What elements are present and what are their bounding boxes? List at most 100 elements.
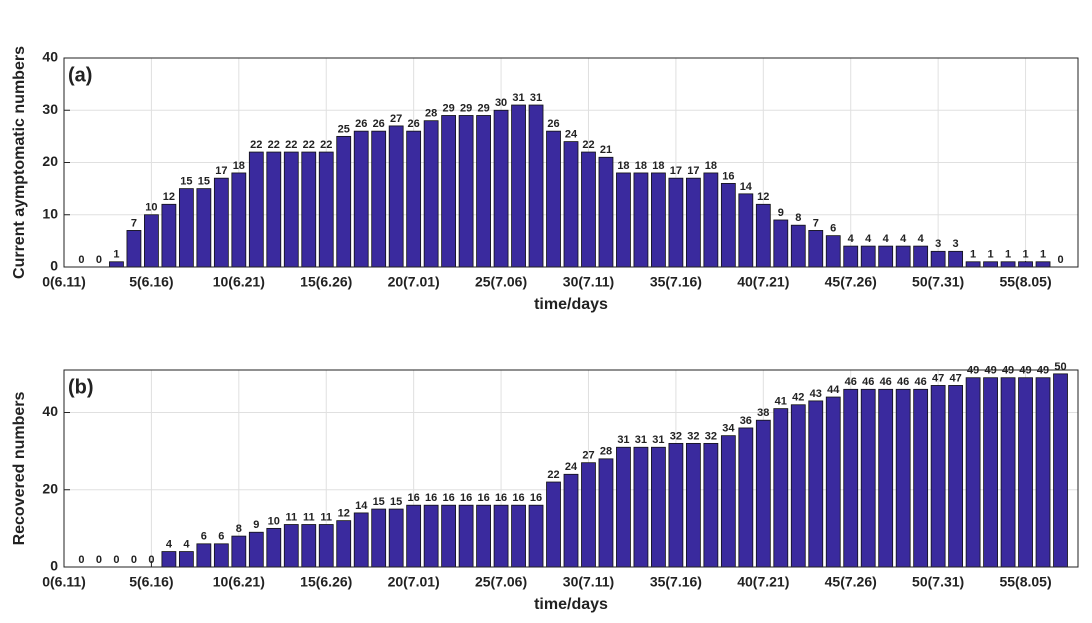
bar	[109, 261, 124, 268]
bar	[965, 377, 981, 568]
bar	[423, 504, 439, 568]
value-label: 27	[390, 113, 402, 125]
y-tick-label: 30	[42, 101, 58, 117]
value-label: 16	[722, 170, 734, 182]
bar	[878, 245, 894, 268]
value-label: 31	[617, 434, 629, 446]
value-label: 8	[795, 212, 801, 224]
bar	[423, 120, 439, 268]
bar	[825, 396, 841, 568]
bar	[703, 442, 719, 568]
value-label: 21	[600, 144, 612, 156]
y-tick-label: 20	[42, 153, 58, 169]
bar	[406, 504, 422, 568]
x-tick-label: 0(6.11)	[42, 574, 86, 590]
bar	[895, 388, 911, 568]
value-label: 0	[96, 254, 102, 266]
bar	[213, 177, 229, 268]
value-label: 1	[113, 249, 119, 261]
bar	[178, 188, 194, 268]
bar	[1018, 377, 1033, 568]
value-label: 1	[1005, 249, 1011, 261]
value-label: 26	[547, 118, 559, 130]
value-label: 15	[198, 176, 210, 188]
value-label: 0	[131, 554, 137, 566]
bar	[843, 245, 859, 268]
value-label: 9	[778, 207, 784, 219]
value-label: 49	[1002, 365, 1014, 377]
bar	[248, 531, 264, 568]
value-label: 0	[96, 554, 102, 566]
bar	[685, 177, 701, 268]
value-label: 14	[740, 181, 753, 193]
value-label: 46	[880, 376, 892, 388]
value-label: 16	[460, 492, 472, 504]
y-tick-label: 0	[50, 258, 58, 274]
bar	[581, 462, 596, 568]
x-tick-label: 35(7.16)	[650, 574, 702, 590]
value-label: 22	[303, 139, 315, 151]
value-label: 24	[565, 461, 578, 473]
value-label: 32	[705, 430, 717, 442]
bar	[213, 543, 229, 568]
y-tick-label: 40	[42, 49, 58, 65]
bar	[266, 527, 282, 568]
bar	[598, 156, 614, 268]
value-label: 36	[740, 415, 752, 427]
y-tick-label: 0	[50, 558, 58, 574]
bar	[441, 115, 457, 268]
value-label: 30	[495, 97, 507, 109]
bar	[196, 543, 212, 568]
x-axis-label: time/days	[534, 296, 608, 313]
bar	[790, 404, 806, 568]
bar	[458, 504, 474, 568]
value-label: 1	[1022, 249, 1028, 261]
bar	[913, 245, 929, 268]
bar	[353, 130, 369, 268]
value-label: 10	[145, 202, 157, 214]
x-tick-label: 45(7.26)	[825, 274, 877, 290]
value-label: 29	[460, 102, 472, 114]
value-label: 4	[900, 233, 907, 245]
value-label: 4	[166, 538, 173, 550]
x-tick-label: 55(8.05)	[999, 274, 1051, 290]
value-label: 47	[932, 372, 944, 384]
bar	[720, 182, 736, 268]
bar	[441, 504, 457, 568]
value-label: 15	[180, 176, 192, 188]
bar	[161, 203, 177, 268]
bar	[476, 504, 491, 568]
value-label: 16	[442, 492, 454, 504]
value-label: 1	[988, 249, 994, 261]
value-label: 22	[268, 139, 280, 151]
value-label: 16	[495, 492, 507, 504]
bar	[965, 261, 981, 268]
bar	[616, 172, 631, 268]
bar	[266, 151, 282, 268]
bar	[248, 151, 264, 268]
bar	[983, 377, 998, 568]
value-label: 0	[78, 254, 84, 266]
bar	[808, 400, 824, 568]
value-label: 1	[970, 249, 976, 261]
x-axis-label: time/days	[534, 596, 608, 613]
value-label: 17	[687, 165, 699, 177]
value-label: 7	[131, 217, 137, 229]
bar	[948, 385, 964, 568]
bar	[511, 104, 526, 268]
value-label: 17	[670, 165, 682, 177]
value-label: 12	[163, 191, 175, 203]
bar	[231, 535, 247, 568]
bar	[668, 442, 684, 568]
value-label: 4	[883, 233, 890, 245]
value-label: 6	[218, 531, 224, 543]
bar	[318, 524, 334, 568]
value-label: 22	[582, 139, 594, 151]
value-label: 38	[757, 407, 769, 419]
value-label: 11	[285, 511, 297, 523]
value-label: 47	[949, 372, 961, 384]
bar	[633, 172, 649, 268]
x-tick-label: 25(7.06)	[475, 574, 527, 590]
value-label: 11	[320, 511, 332, 523]
bar	[283, 524, 299, 568]
